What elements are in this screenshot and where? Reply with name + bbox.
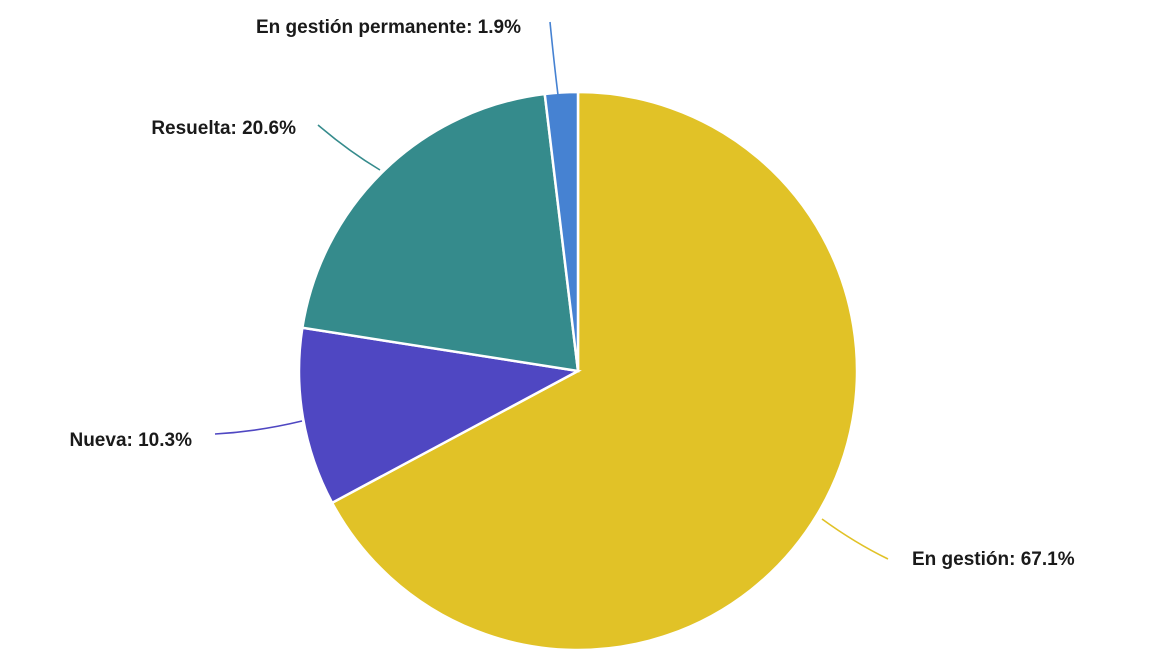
pie-slice-resuelta — [300, 92, 580, 373]
pie-slice-en-gestion-permanente — [543, 90, 580, 372]
data-label-resuelta: Resuelta: 20.6% — [151, 118, 296, 139]
leader-lines-layer — [214, 21, 889, 560]
slices-layer — [297, 90, 859, 652]
data-label-nueva: Nueva: 10.3% — [69, 430, 192, 451]
pie-slice-nueva — [297, 326, 582, 505]
data-label-en-gestion: En gestión: 67.1% — [912, 549, 1075, 570]
pie-slice-en-gestion — [330, 90, 859, 652]
data-label-en-gestion-permanente: En gestión permanente: 1.9% — [256, 17, 521, 38]
leader-line-resuelta — [317, 124, 381, 171]
leader-line-en-gestion — [821, 518, 889, 560]
labels-layer: En gestión: 67.1% Nueva: 10.3% Resuelta: 2… — [69, 17, 1074, 570]
leader-line-en-gestion-permanente — [549, 21, 559, 96]
leader-line-nueva — [214, 420, 303, 435]
